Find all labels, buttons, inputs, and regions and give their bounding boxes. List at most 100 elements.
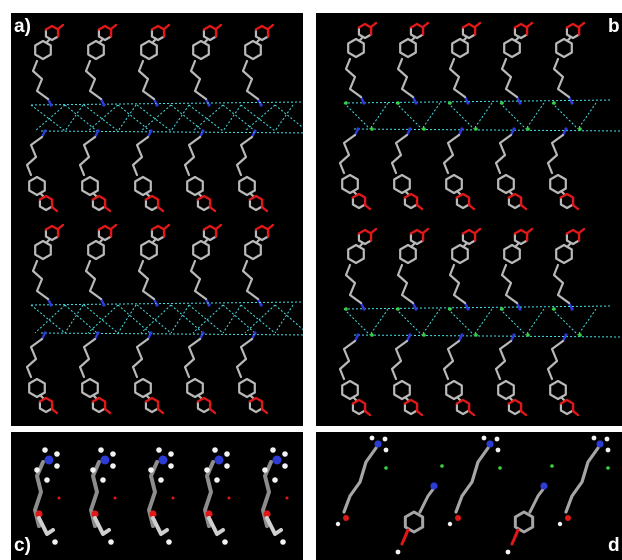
chloride-ion [526, 333, 530, 337]
dioxole-ring [513, 26, 529, 40]
benzene-ring [134, 377, 152, 399]
chloride-ion [606, 466, 610, 470]
chloride-ion [498, 466, 502, 470]
chloride-ion [578, 127, 582, 131]
hbond-line [87, 104, 119, 132]
nitrogen-atom [564, 333, 568, 337]
nitrogen-atom [414, 307, 418, 311]
oxygen-bond [109, 23, 118, 31]
nitrogen-atom [570, 307, 574, 311]
nitrogen-atom [460, 127, 464, 131]
dioxole-oxygens [559, 192, 575, 206]
amine-nitrogen-atom [596, 440, 604, 448]
nitrogen-atom [408, 127, 412, 131]
benzene-ring [341, 173, 359, 195]
hbond-line [30, 304, 66, 334]
dioxole-ring [91, 198, 107, 212]
hydrogen-atom [108, 539, 114, 545]
hydrogen-atom [369, 435, 375, 441]
nitrogen-atom [356, 127, 360, 131]
hydrogen-atom [110, 451, 116, 457]
hbond-line [83, 304, 119, 334]
nitrogen-atom [466, 101, 470, 105]
dioxole-oxygens [559, 398, 575, 412]
hydrogen-atom [280, 539, 286, 545]
oxygen-bond [260, 407, 269, 415]
alkyl-chain [183, 135, 202, 177]
oxygen-atom [263, 510, 271, 518]
dioxole-ring [513, 232, 529, 246]
alkyl-chain [25, 135, 44, 177]
dioxole-ring [150, 228, 166, 242]
benzene-ring [34, 239, 52, 261]
benzene-ring [186, 377, 204, 399]
benzene-ring [497, 379, 515, 401]
oxygen-bond [473, 227, 482, 235]
dioxole-ring [44, 28, 60, 42]
nitrogen-atom [155, 303, 159, 307]
dioxole-ring [455, 196, 471, 210]
methoxy-bond [151, 516, 169, 536]
hbond-line [40, 332, 303, 336]
alkyl-chain [189, 259, 208, 301]
alkyl-chain [31, 259, 50, 301]
alkyl-chain [78, 337, 97, 379]
dioxole-oxygens [91, 194, 107, 208]
hbond-line [343, 308, 371, 336]
dioxole-oxygens [403, 398, 419, 412]
alkyl-chain [84, 59, 103, 101]
nitrogen-atom [466, 307, 470, 311]
dioxole-oxygens [351, 192, 367, 206]
oxygen-bond [473, 21, 482, 29]
oxygen-bond [525, 21, 534, 29]
dioxole-oxygens [507, 398, 523, 412]
amine-nitrogen-atom [486, 440, 494, 448]
benzene-ring [238, 377, 256, 399]
hbond-line [274, 304, 303, 331]
panel-c: c) [11, 432, 303, 560]
nitrogen-atom [149, 331, 153, 335]
dioxole-ring [357, 232, 373, 246]
hydrogen-atom [224, 451, 230, 457]
hbond-line [274, 104, 294, 132]
oxygen-bond [369, 227, 378, 235]
hbond-line [525, 308, 545, 336]
hydrogen-atom [335, 521, 341, 527]
oxygen-bond [50, 205, 59, 213]
chloride-ion [552, 101, 556, 105]
methoxy-bond [265, 516, 283, 536]
hbond-line [34, 304, 66, 334]
oxygen-atom [205, 510, 213, 518]
hbond-line [192, 104, 224, 132]
oxygen-bond [109, 223, 118, 231]
water-oxygen [113, 496, 117, 500]
benzene-ring [192, 39, 210, 61]
hydrogen-atom [282, 451, 288, 457]
chloride-ion [396, 307, 400, 311]
nitrogen-atom [259, 103, 263, 107]
chloride-ion [344, 101, 348, 105]
hbond-line [421, 102, 441, 130]
oxygen-atom [343, 515, 349, 521]
nitrogen-atom [201, 331, 205, 335]
chloride-ion [344, 307, 348, 311]
oxygen-bond [415, 409, 424, 417]
dioxole-ring [144, 400, 160, 414]
hydrogen-atom [54, 451, 60, 457]
dioxole-oxygens [97, 224, 113, 238]
hbond-line [473, 102, 493, 130]
benzene-ring [393, 379, 411, 401]
hbond-line [170, 104, 204, 132]
benzene-ring [140, 39, 158, 61]
dioxole-ring [202, 28, 218, 42]
hbond-line [274, 104, 303, 129]
oxygen-bond [577, 227, 586, 235]
dioxole-ring [202, 228, 218, 242]
alkyl-chain [25, 337, 44, 379]
panel-d-cation-pairs [335, 435, 611, 555]
dioxole-oxygens [513, 22, 529, 36]
hbond-line [551, 102, 579, 130]
dioxole-ring [44, 228, 60, 242]
dioxole-oxygens [97, 24, 113, 38]
hydrogen-atom [505, 549, 511, 555]
